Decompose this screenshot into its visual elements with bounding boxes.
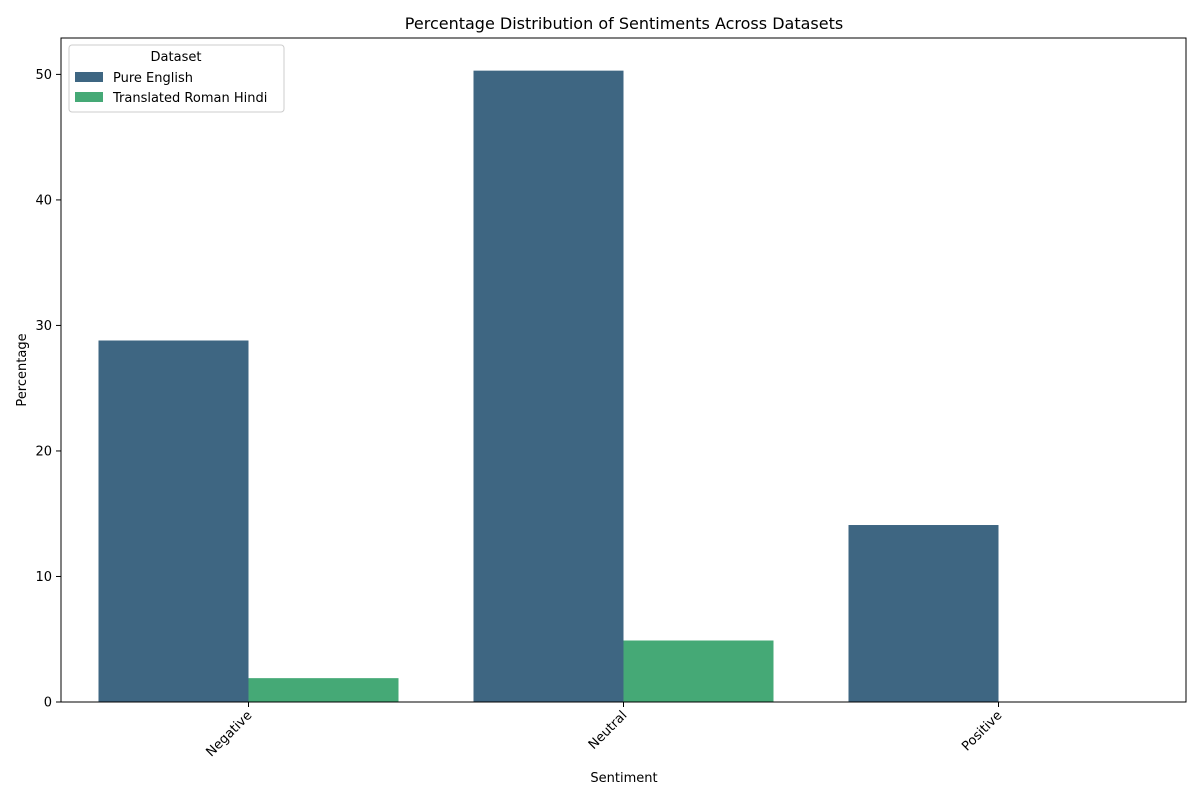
legend-label-pure-english: Pure English [113,71,193,86]
y-tick-label-0: 0 [44,696,52,711]
bar-pure-english-neutral [473,70,624,702]
bar-translated-roman-hindi-neutral [623,640,774,702]
legend-title: Dataset [151,50,202,65]
bar-translated-roman-hindi-negative [248,678,399,702]
bar-pure-english-negative [98,340,249,702]
x-axis-label: Sentiment [590,771,657,786]
legend-swatch-translated-roman-hindi [75,92,103,102]
y-tick-label-10: 10 [35,570,52,585]
y-axis-ticks: 0 10 20 30 40 50 [35,68,61,711]
legend-label-translated-roman-hindi: Translated Roman Hindi [112,91,267,106]
y-tick-label-40: 40 [35,193,52,208]
legend: Dataset Pure English Translated Roman Hi… [68,44,285,113]
chart-title: Percentage Distribution of Sentiments Ac… [405,14,843,33]
bar-pure-english-positive [848,525,999,702]
y-tick-label-20: 20 [35,444,52,459]
y-axis-label: Percentage [15,333,30,406]
y-tick-label-30: 30 [35,319,52,334]
legend-swatch-pure-english [75,72,103,82]
legend-frame [68,44,285,113]
y-tick-label-50: 50 [35,68,52,83]
bars-layer [98,70,999,702]
